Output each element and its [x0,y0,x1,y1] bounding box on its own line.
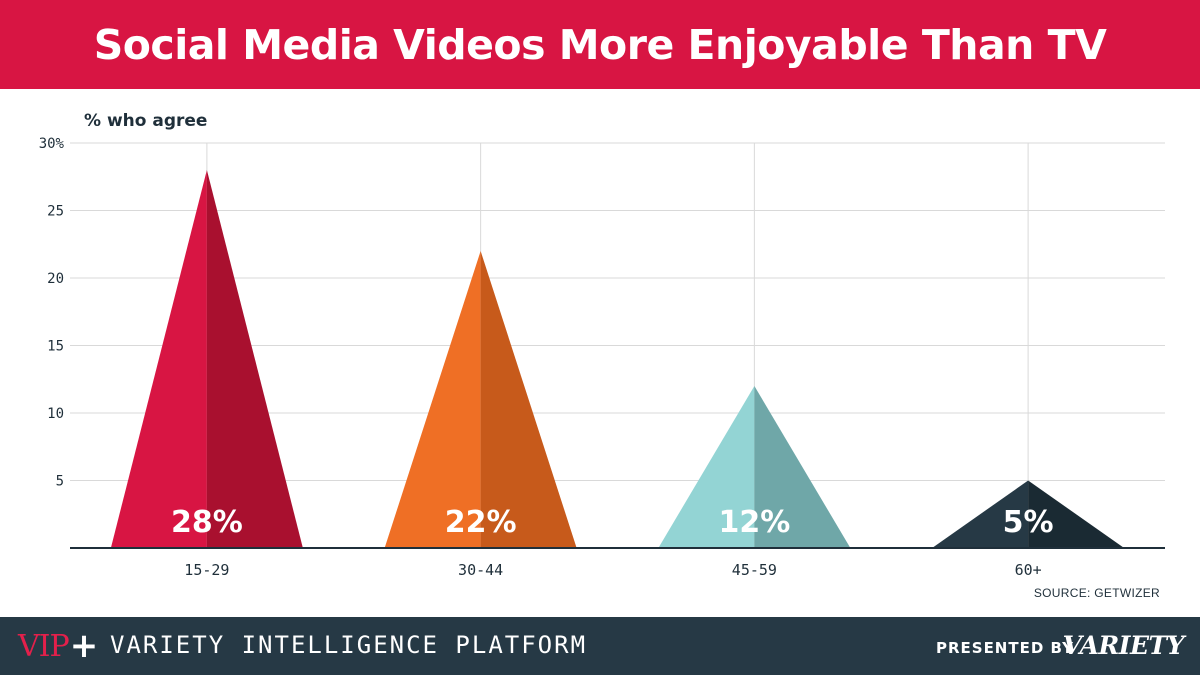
y-tick-label: 15 [47,339,64,355]
x-tick-label: 30-44 [458,561,503,579]
y-tick-label: 30% [39,136,65,152]
vip-plus-logo: VIP + [18,626,99,666]
plus-logo-glyph: + [69,626,99,666]
y-tick-label: 5 [56,474,64,490]
vip-logo-text: VIP [18,628,70,664]
bar-triangle-left [932,480,1029,548]
bar-triangle-left [658,386,755,548]
data-label: 22% [445,505,517,540]
x-tick-label: 15-29 [184,561,229,579]
title-bar: Social Media Videos More Enjoyable Than … [0,0,1200,89]
chart-area: % who agree 5 10 15 20 25 30% 28% 22% 12% 5% 15-29 3… [0,89,1200,617]
data-label: 5% [1003,505,1054,540]
chart-title: Social Media Videos More Enjoyable Than … [93,20,1107,69]
y-tick-label: 25 [47,204,64,220]
data-label: 12% [718,505,790,540]
variety-logo: VARIETY [1062,631,1185,660]
bar-triangle-left [384,251,481,548]
bar-triangle-right [480,251,577,548]
y-axis-title: % who agree [84,111,207,131]
pyramid-bar-chart: % who agree 5 10 15 20 25 30% 28% 22% 12% 5% 15-29 3… [39,111,1165,579]
bar-triangle-right [206,170,303,548]
source-note: SOURCE: GETWIZER [1033,586,1160,600]
bar-triangle-right [754,386,851,548]
x-tick-label: 45-59 [732,561,777,579]
footer-bar: VIP + VARIETY INTELLIGENCE PLATFORM PRESE… [0,617,1200,675]
bar-triangle-left [110,170,207,548]
x-tick-label: 60+ [1015,561,1042,579]
data-label: 28% [171,505,243,540]
presented-by-label: PRESENTED BY [935,639,1074,657]
bar-triangle-right [1028,480,1125,548]
platform-name: VARIETY INTELLIGENCE PLATFORM [110,631,588,659]
y-tick-label: 10 [47,406,64,422]
y-tick-label: 20 [47,271,64,287]
